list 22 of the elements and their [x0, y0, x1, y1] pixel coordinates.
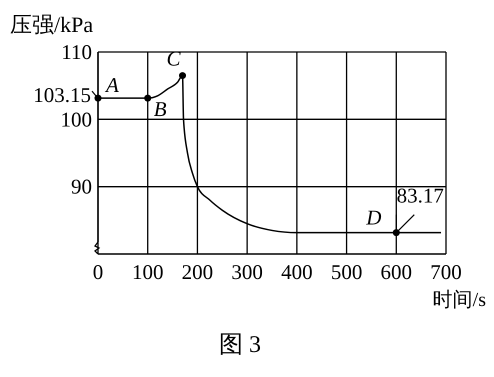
x-tick-label: 500	[330, 260, 362, 284]
x-axis-title: 时间/s	[432, 289, 486, 311]
point	[144, 94, 152, 102]
caption: 图 3	[219, 332, 261, 358]
annotation: A	[104, 73, 119, 98]
y-tick-label: 90	[71, 174, 92, 199]
x-tick-label: 0	[92, 260, 104, 284]
annotation: D	[365, 206, 382, 230]
y-axis-title: 压强/kPa	[10, 12, 94, 37]
y-tick-label: 110	[61, 40, 92, 64]
x-tick-label: 400	[281, 260, 313, 284]
annotation: 83.17	[396, 184, 444, 208]
y-tick-label: 100	[60, 107, 92, 132]
x-tick-label: 700	[430, 260, 462, 284]
x-tick-label: 200	[182, 260, 214, 284]
point	[179, 72, 186, 80]
x-tick-label: 600	[380, 260, 412, 284]
y-tick-label: 103.15	[33, 83, 91, 108]
x-tick-label: 100	[132, 260, 164, 284]
x-tick-label: 300	[231, 260, 263, 284]
annotation: B	[154, 97, 167, 122]
point	[94, 94, 102, 102]
